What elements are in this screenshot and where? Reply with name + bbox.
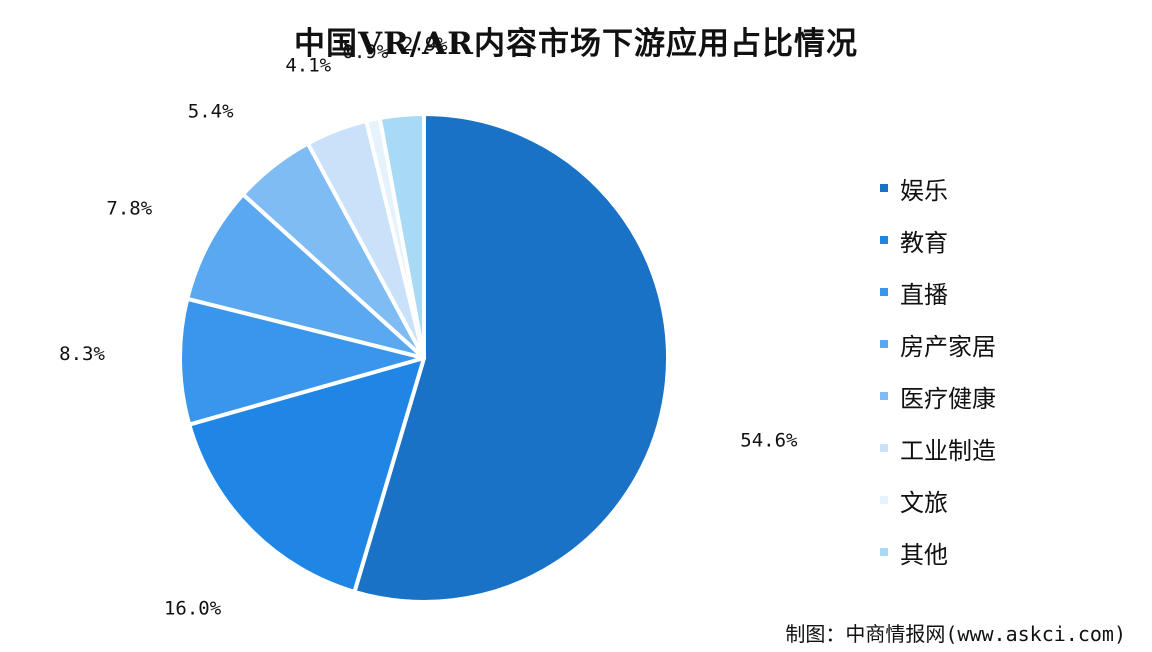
legend-label: 娱乐	[900, 176, 948, 205]
legend-item: 娱乐	[880, 162, 996, 214]
data-label-5: 5.4%	[188, 101, 234, 123]
legend-label: 教育	[900, 228, 948, 257]
source-label: 制图：	[785, 622, 846, 646]
data-label-4: 7.8%	[106, 197, 152, 219]
legend-item: 其他	[880, 526, 996, 578]
legend-swatch	[880, 288, 888, 296]
legend-label: 直播	[900, 280, 948, 309]
pie-slice-8	[377, 112, 426, 360]
pie-slice-4	[185, 192, 426, 360]
legend-item: 文旅	[880, 474, 996, 526]
legend-label: 工业制造	[900, 436, 996, 465]
legend-swatch	[880, 392, 888, 400]
legend-item: 教育	[880, 214, 996, 266]
data-label-8: 2.9%	[402, 34, 448, 56]
legend-swatch	[880, 548, 888, 556]
source-text: 中商情报网(www.askci.com)	[845, 622, 1126, 646]
legend-swatch	[880, 236, 888, 244]
legend-item: 医疗健康	[880, 370, 996, 422]
legend-item: 直播	[880, 266, 996, 318]
legend-item: 房产家居	[880, 318, 996, 370]
source-note: 制图：中商情报网(www.askci.com)	[785, 618, 1126, 647]
pie-slices	[178, 112, 670, 604]
legend-swatch	[880, 444, 888, 452]
legend-label: 医疗健康	[900, 384, 996, 413]
legend-label: 文旅	[900, 488, 948, 517]
legend-label: 其他	[900, 540, 948, 569]
pie-labels: 54.6% 16.0% 8.3% 7.8% 5.4% 4.1% 0.9% 2.9%	[59, 34, 798, 620]
chart-title: 中国VR/AR内容市场下游应用占比情况	[294, 26, 858, 62]
legend: 娱乐 教育 直播 房产家居 医疗健康 工业制造 文旅 其他	[880, 162, 996, 578]
pie-slice-3	[178, 296, 426, 427]
data-label-1: 54.6%	[740, 430, 798, 452]
legend-swatch	[880, 340, 888, 348]
legend-label: 房产家居	[900, 332, 996, 361]
pie-slice-1	[352, 112, 670, 604]
data-label-7: 0.9%	[342, 41, 388, 63]
legend-swatch	[880, 184, 888, 192]
legend-item: 工业制造	[880, 422, 996, 474]
pie-slice-2	[187, 356, 426, 594]
data-label-3: 8.3%	[59, 343, 105, 365]
data-label-6: 4.1%	[285, 55, 331, 77]
data-label-2: 16.0%	[164, 597, 222, 619]
legend-swatch	[880, 496, 888, 504]
